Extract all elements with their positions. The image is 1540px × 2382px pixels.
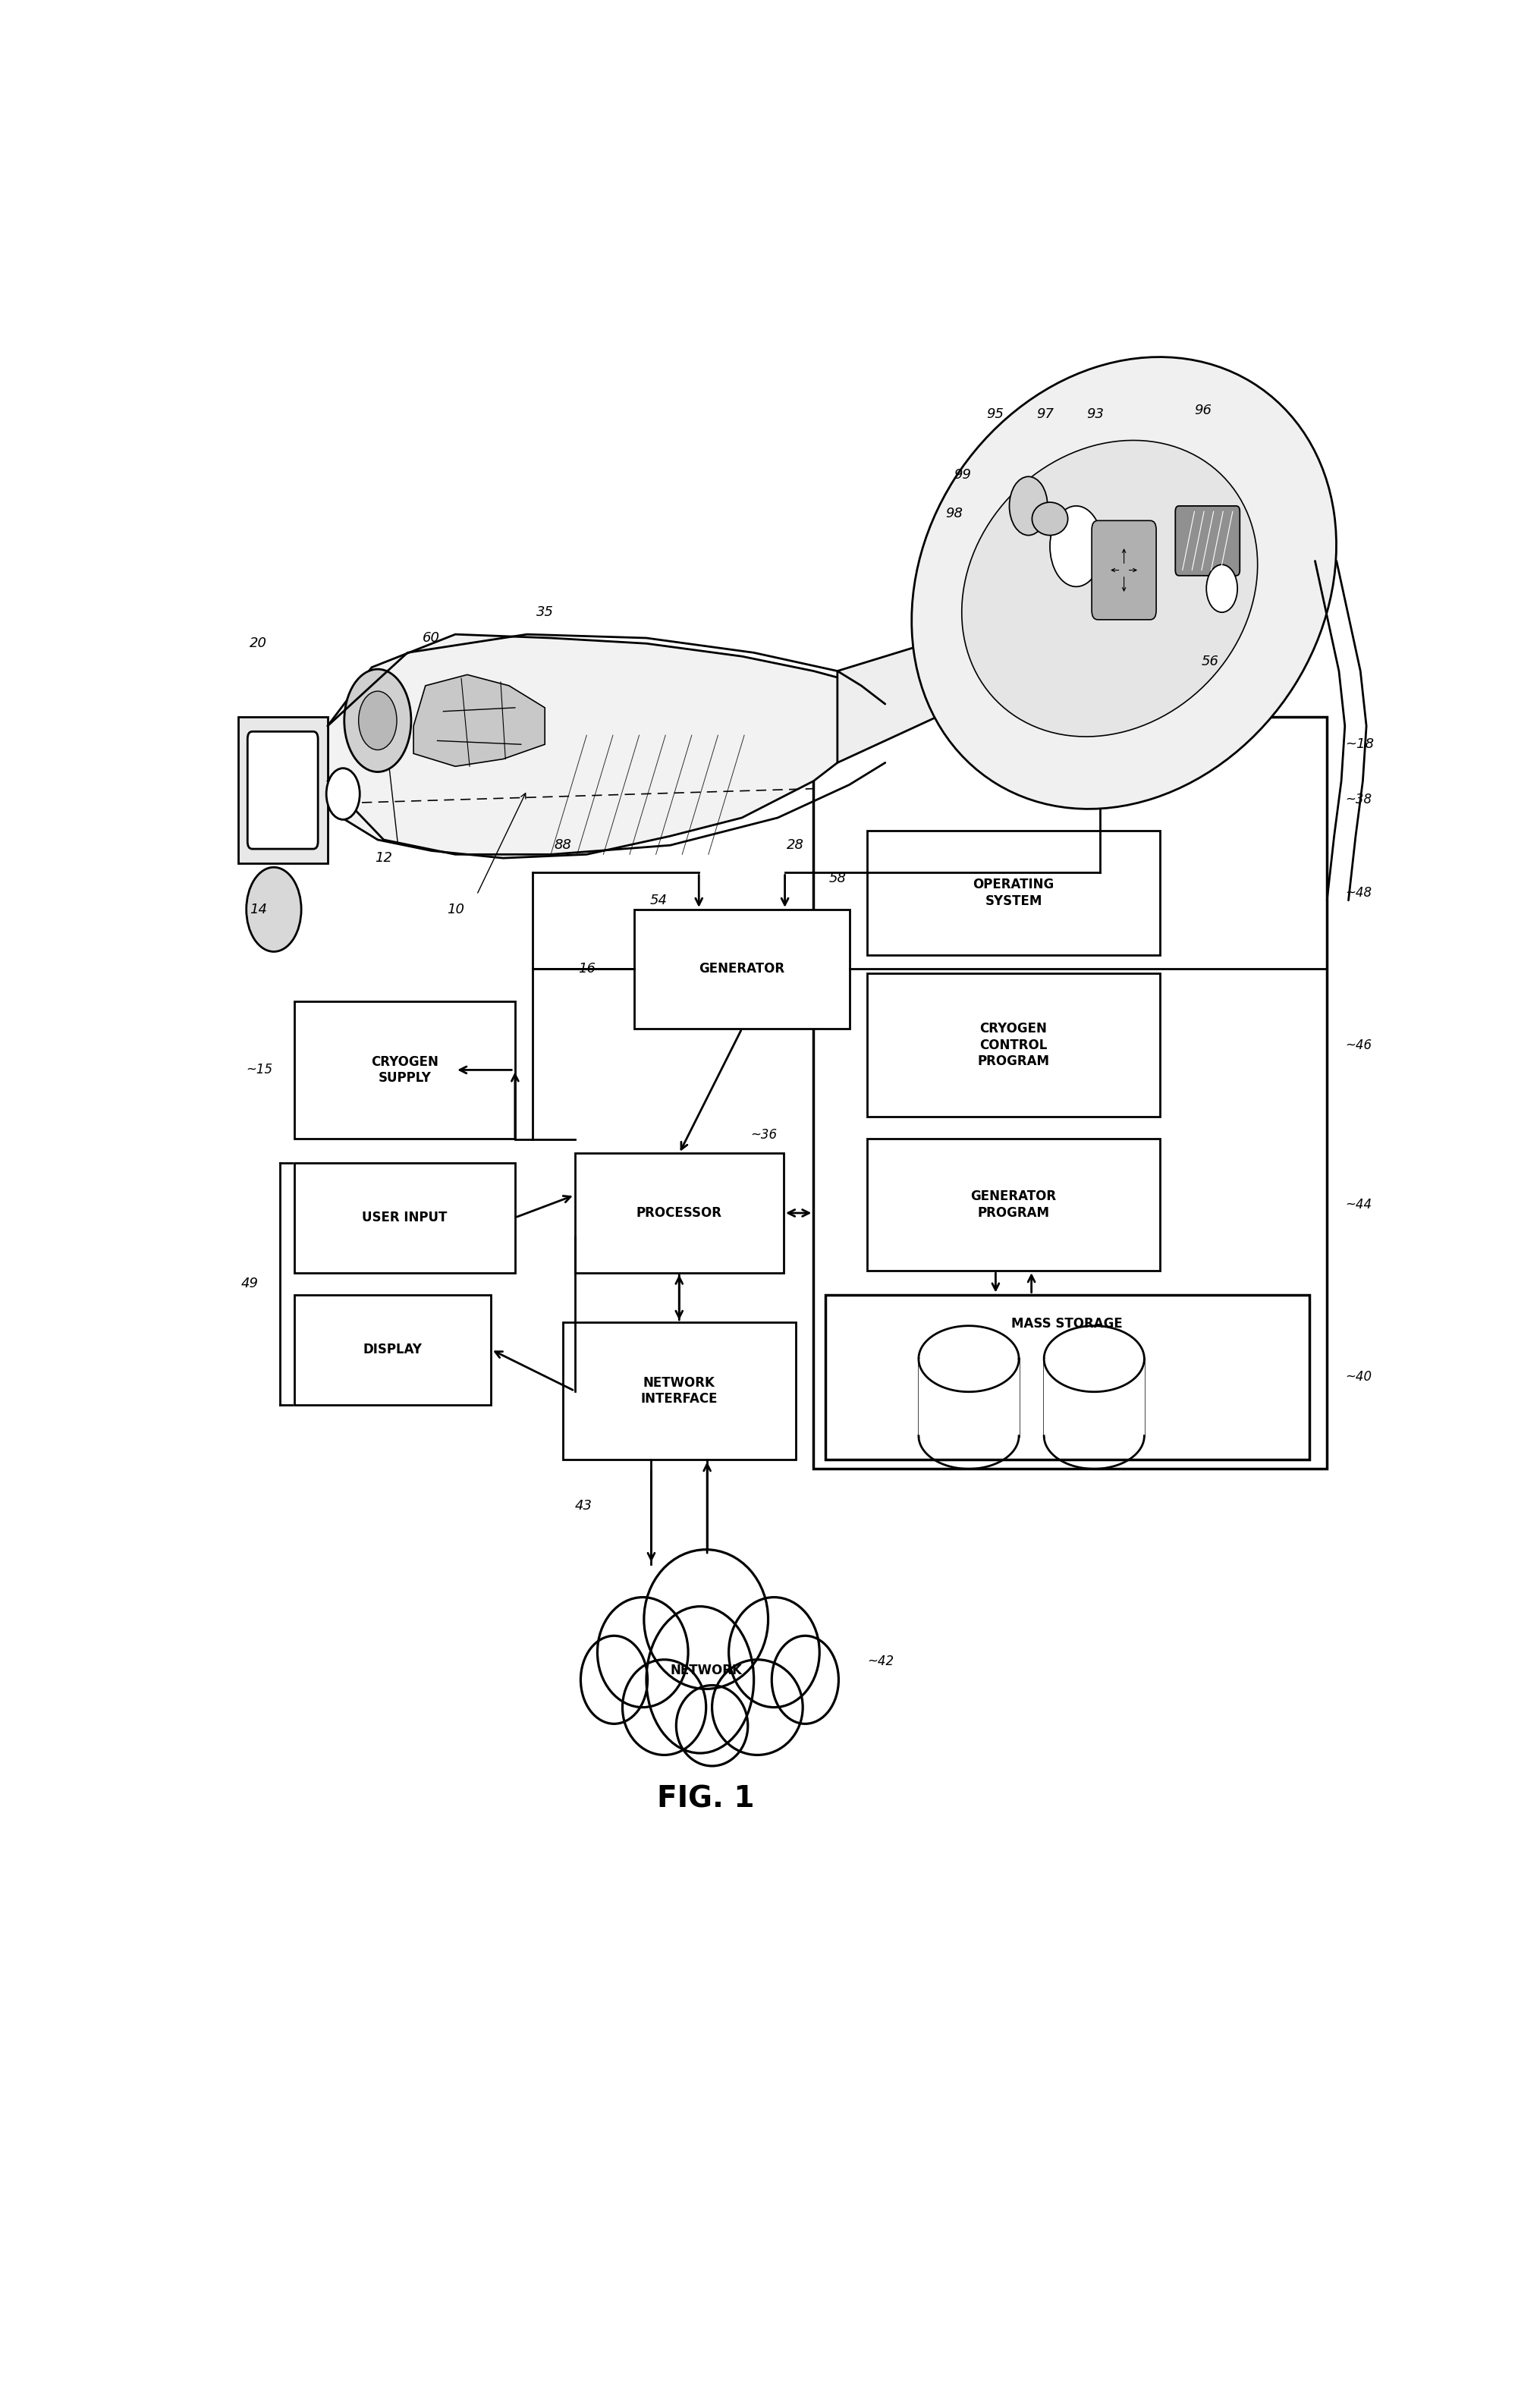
Text: 28: 28 [787,838,804,853]
Text: CRYOGEN
CONTROL
PROGRAM: CRYOGEN CONTROL PROGRAM [976,1022,1049,1067]
PathPatch shape [328,634,884,858]
Text: 99: 99 [953,467,972,481]
FancyBboxPatch shape [237,717,328,865]
Circle shape [343,669,411,772]
Text: 54: 54 [650,893,667,908]
Text: MEMORY: MEMORY [1076,746,1144,757]
Text: GENERATOR
PROGRAM: GENERATOR PROGRAM [970,1189,1056,1220]
Text: OPERATING
SYSTEM: OPERATING SYSTEM [972,879,1053,908]
FancyBboxPatch shape [867,831,1160,955]
FancyBboxPatch shape [294,1000,514,1139]
Ellipse shape [644,1551,768,1689]
Text: ~36: ~36 [750,1129,778,1141]
Text: 96: 96 [1194,403,1210,417]
Text: MASS STORAGE: MASS STORAGE [1012,1317,1123,1329]
Text: 93: 93 [1086,407,1104,422]
Circle shape [1049,505,1103,586]
Text: 12: 12 [374,850,393,865]
Text: 56: 56 [1201,655,1218,669]
FancyBboxPatch shape [825,1296,1309,1460]
FancyBboxPatch shape [294,1162,514,1272]
FancyBboxPatch shape [813,717,1326,1470]
Ellipse shape [772,1636,838,1725]
Text: 20: 20 [249,636,266,650]
Text: 88: 88 [554,838,571,853]
FancyBboxPatch shape [1092,522,1155,619]
FancyBboxPatch shape [634,910,849,1029]
Text: FIG. 1: FIG. 1 [658,1784,755,1813]
Text: 43: 43 [574,1498,591,1513]
Ellipse shape [622,1660,705,1756]
Text: ~40: ~40 [1344,1370,1371,1384]
Text: USER INPUT: USER INPUT [362,1210,447,1224]
Text: CRYOGEN
SUPPLY: CRYOGEN SUPPLY [371,1055,437,1084]
Text: ~48: ~48 [1344,886,1371,900]
Text: 98: 98 [946,507,962,519]
FancyBboxPatch shape [867,1139,1160,1270]
Text: DISPLAY: DISPLAY [363,1343,422,1355]
Text: ~15: ~15 [246,1062,273,1077]
FancyBboxPatch shape [248,731,317,848]
Text: GENERATOR: GENERATOR [699,962,784,977]
Text: ~42: ~42 [867,1655,893,1667]
FancyBboxPatch shape [867,974,1160,1117]
Text: ~44: ~44 [1344,1198,1371,1212]
PathPatch shape [413,674,545,767]
Ellipse shape [581,1636,647,1725]
Ellipse shape [1032,503,1067,536]
Text: ~46: ~46 [1344,1039,1371,1053]
Text: 16: 16 [578,962,594,977]
Text: 97: 97 [1036,407,1053,422]
Text: 58: 58 [829,872,845,886]
Ellipse shape [647,1605,753,1753]
Ellipse shape [676,1686,747,1765]
Text: 10: 10 [447,903,464,917]
Text: 14: 14 [249,903,266,917]
Circle shape [1009,476,1047,536]
Text: 35: 35 [536,605,553,619]
Text: 60: 60 [422,631,440,646]
Text: ~38: ~38 [1344,793,1371,805]
Text: PROCESSOR: PROCESSOR [636,1205,722,1220]
FancyBboxPatch shape [1175,505,1240,576]
Ellipse shape [961,441,1257,736]
Ellipse shape [728,1598,819,1708]
FancyBboxPatch shape [294,1296,491,1405]
Ellipse shape [912,357,1335,810]
Text: 49: 49 [242,1277,259,1291]
Circle shape [359,691,397,750]
Text: ~18: ~18 [1344,738,1374,750]
Text: 95: 95 [986,407,1003,422]
PathPatch shape [838,634,956,762]
FancyBboxPatch shape [574,1153,784,1272]
Text: NETWORK: NETWORK [670,1663,742,1677]
FancyBboxPatch shape [562,1322,795,1460]
Circle shape [246,867,302,953]
Text: NETWORK
INTERFACE: NETWORK INTERFACE [641,1377,718,1405]
Circle shape [326,769,359,819]
Ellipse shape [598,1598,688,1708]
Ellipse shape [711,1660,802,1756]
Circle shape [1206,565,1237,612]
